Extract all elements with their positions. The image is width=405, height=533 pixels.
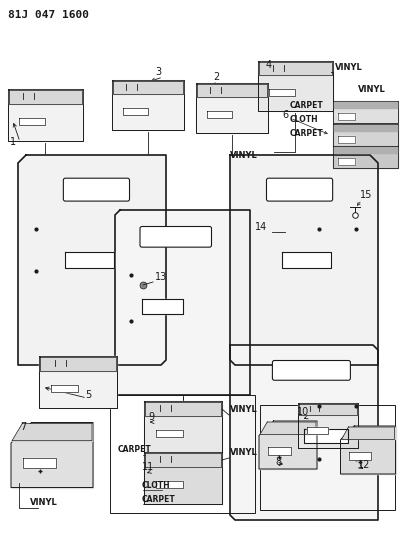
Text: CARPET: CARPET bbox=[118, 445, 152, 454]
Text: 15: 15 bbox=[360, 190, 372, 200]
Polygon shape bbox=[18, 155, 166, 365]
Polygon shape bbox=[115, 210, 250, 395]
Polygon shape bbox=[8, 89, 83, 141]
Polygon shape bbox=[337, 136, 354, 143]
Polygon shape bbox=[23, 458, 56, 468]
Text: 4: 4 bbox=[266, 60, 272, 70]
Polygon shape bbox=[341, 427, 394, 439]
Text: CLOTH: CLOTH bbox=[142, 481, 171, 490]
Polygon shape bbox=[333, 146, 397, 168]
Polygon shape bbox=[299, 403, 357, 415]
FancyBboxPatch shape bbox=[63, 178, 130, 201]
Polygon shape bbox=[333, 125, 396, 131]
Polygon shape bbox=[19, 118, 45, 125]
Polygon shape bbox=[230, 345, 378, 520]
Polygon shape bbox=[258, 62, 332, 75]
Polygon shape bbox=[51, 385, 78, 392]
Text: CARPET: CARPET bbox=[290, 101, 324, 110]
Text: VINYL: VINYL bbox=[30, 498, 58, 507]
Text: VINYL: VINYL bbox=[358, 85, 386, 94]
Text: 81J 047 1600: 81J 047 1600 bbox=[8, 10, 89, 20]
Text: 10: 10 bbox=[297, 407, 309, 417]
Polygon shape bbox=[12, 424, 92, 441]
Text: VINYL: VINYL bbox=[230, 151, 258, 160]
Text: 13: 13 bbox=[155, 272, 167, 282]
Polygon shape bbox=[156, 430, 183, 438]
Polygon shape bbox=[196, 83, 268, 133]
Polygon shape bbox=[145, 453, 221, 466]
Text: 6: 6 bbox=[282, 110, 288, 120]
Polygon shape bbox=[337, 113, 354, 120]
Polygon shape bbox=[333, 102, 396, 108]
Polygon shape bbox=[113, 81, 183, 94]
FancyBboxPatch shape bbox=[266, 178, 333, 201]
Polygon shape bbox=[258, 61, 333, 111]
Polygon shape bbox=[9, 90, 81, 103]
Text: 9: 9 bbox=[148, 412, 154, 422]
Polygon shape bbox=[230, 155, 378, 365]
Polygon shape bbox=[65, 252, 114, 269]
Polygon shape bbox=[268, 447, 291, 455]
FancyBboxPatch shape bbox=[140, 227, 211, 247]
Text: 5: 5 bbox=[85, 390, 91, 400]
Text: 7: 7 bbox=[20, 422, 26, 432]
Polygon shape bbox=[333, 101, 397, 123]
Polygon shape bbox=[144, 401, 222, 453]
Polygon shape bbox=[142, 299, 183, 313]
Polygon shape bbox=[341, 426, 396, 474]
Polygon shape bbox=[333, 124, 397, 146]
Text: 11: 11 bbox=[142, 462, 154, 472]
Polygon shape bbox=[123, 108, 148, 115]
Polygon shape bbox=[260, 422, 316, 434]
Polygon shape bbox=[304, 429, 348, 443]
Polygon shape bbox=[282, 252, 330, 269]
Text: 12: 12 bbox=[358, 460, 371, 470]
Polygon shape bbox=[39, 356, 117, 408]
Text: 14: 14 bbox=[255, 222, 267, 232]
Text: CARPET: CARPET bbox=[142, 495, 176, 504]
Polygon shape bbox=[197, 84, 267, 97]
Polygon shape bbox=[307, 427, 328, 434]
Text: 8: 8 bbox=[275, 457, 281, 467]
Text: 3: 3 bbox=[155, 67, 161, 77]
Polygon shape bbox=[144, 452, 222, 504]
Polygon shape bbox=[337, 158, 354, 165]
Polygon shape bbox=[112, 80, 184, 130]
Polygon shape bbox=[298, 402, 358, 448]
Polygon shape bbox=[269, 88, 295, 96]
Polygon shape bbox=[40, 357, 116, 370]
Text: VINYL: VINYL bbox=[230, 405, 258, 414]
Polygon shape bbox=[333, 147, 396, 153]
Text: 2: 2 bbox=[213, 72, 219, 82]
Text: 1: 1 bbox=[10, 137, 16, 147]
Bar bbox=[110, 395, 255, 513]
Bar bbox=[260, 405, 395, 510]
Polygon shape bbox=[207, 110, 232, 118]
Polygon shape bbox=[259, 421, 317, 469]
Text: CARPET: CARPET bbox=[290, 129, 324, 138]
Text: VINYL: VINYL bbox=[335, 63, 363, 72]
Polygon shape bbox=[156, 481, 183, 488]
Text: CLOTH: CLOTH bbox=[290, 115, 319, 124]
Text: VINYL: VINYL bbox=[230, 448, 258, 457]
Polygon shape bbox=[11, 423, 93, 488]
FancyBboxPatch shape bbox=[273, 360, 350, 380]
Polygon shape bbox=[145, 402, 221, 416]
Polygon shape bbox=[349, 453, 371, 459]
